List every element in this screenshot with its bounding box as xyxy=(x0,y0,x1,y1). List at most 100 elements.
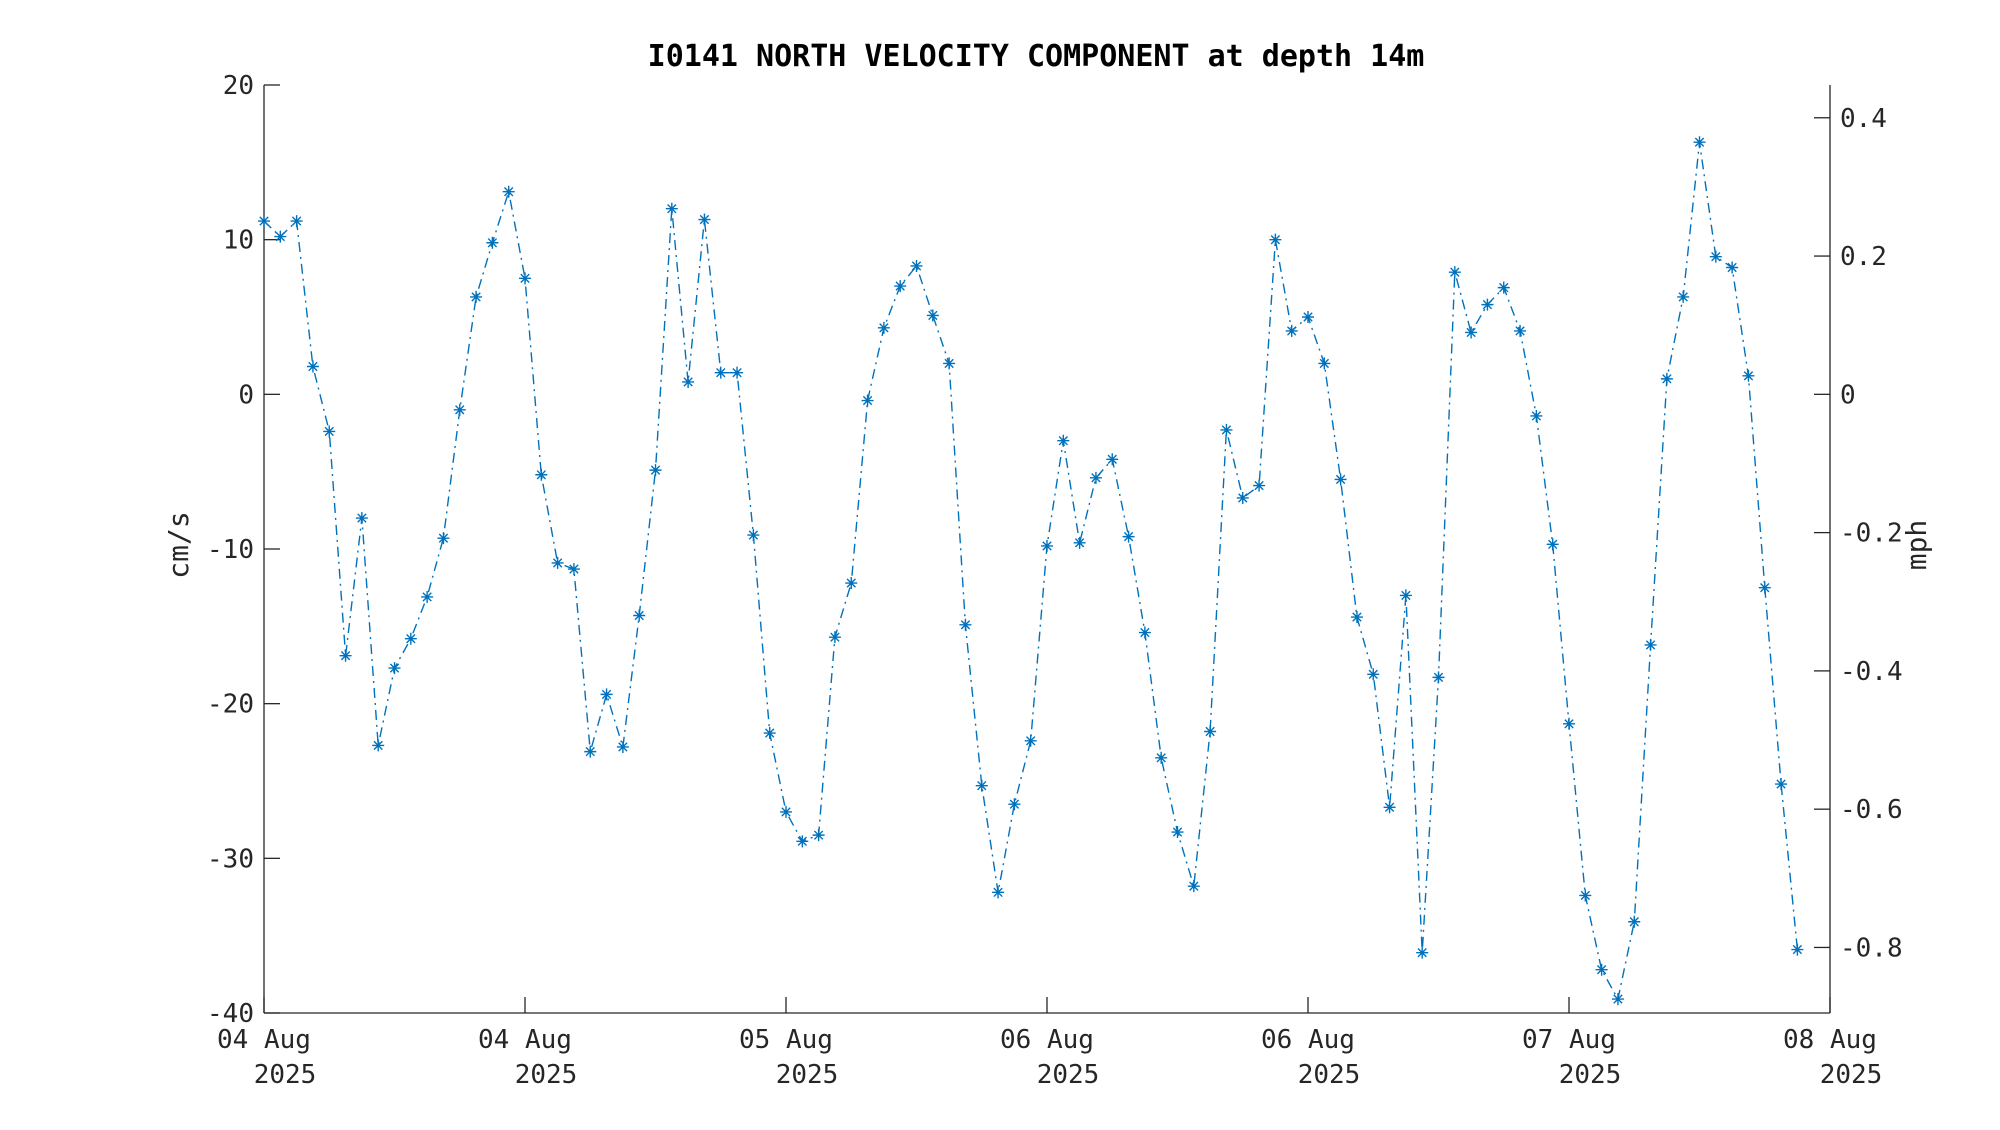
asterisk-marker xyxy=(1644,638,1657,651)
data-point xyxy=(306,360,319,373)
y-axis-label: cm/s xyxy=(162,511,195,578)
series-line xyxy=(263,142,1799,1002)
data-point xyxy=(355,512,368,525)
data-point xyxy=(1204,725,1217,738)
data-point xyxy=(975,779,988,792)
asterisk-marker xyxy=(1563,717,1575,730)
asterisk-marker xyxy=(943,357,956,370)
asterisk-marker xyxy=(796,835,809,848)
data-point xyxy=(894,280,907,293)
asterisk-marker xyxy=(1416,946,1429,959)
data-point xyxy=(616,740,629,753)
asterisk-marker xyxy=(1204,725,1217,738)
data-point xyxy=(1726,261,1739,274)
asterisk-marker xyxy=(1693,136,1706,149)
asterisk-marker xyxy=(1253,479,1266,492)
data-point xyxy=(633,609,646,622)
asterisk-marker xyxy=(1155,751,1168,764)
asterisk-marker xyxy=(1318,357,1331,370)
data-point xyxy=(1318,357,1331,370)
asterisk-marker xyxy=(1138,626,1151,639)
data-point xyxy=(1350,611,1363,624)
asterisk-marker xyxy=(1530,409,1543,422)
y-tick-label: 0 xyxy=(238,380,254,410)
data-point xyxy=(1399,589,1412,602)
data-point xyxy=(1465,326,1478,339)
data-point xyxy=(910,259,923,272)
asterisk-marker xyxy=(306,360,319,373)
asterisk-marker xyxy=(1171,826,1184,839)
asterisk-marker xyxy=(535,468,548,481)
asterisk-marker xyxy=(339,649,352,662)
x-tick-label: 04 Aug xyxy=(478,1025,572,1055)
asterisk-marker xyxy=(551,556,564,569)
asterisk-marker xyxy=(714,366,727,379)
data-point xyxy=(1775,778,1788,791)
data-point xyxy=(1432,671,1445,684)
data-point xyxy=(1677,290,1690,303)
data-point xyxy=(665,202,678,215)
data-point xyxy=(1008,798,1021,811)
asterisk-marker xyxy=(1334,473,1347,486)
data-point xyxy=(714,366,727,379)
data-point xyxy=(600,688,613,701)
data-point xyxy=(1709,250,1722,263)
data-point xyxy=(1383,801,1396,814)
y2-axis-label: mph xyxy=(1900,520,1933,571)
asterisk-marker xyxy=(1236,491,1249,504)
asterisk-marker xyxy=(1595,963,1608,976)
data-point xyxy=(1758,581,1771,594)
series-line-path xyxy=(263,142,1799,1002)
chart-title: I0141 NORTH VELOCITY COMPONENT at depth … xyxy=(648,39,1425,74)
asterisk-marker xyxy=(404,632,417,645)
y2-tick-label: 0.2 xyxy=(1840,242,1887,272)
asterisk-marker xyxy=(1024,734,1037,747)
data-point xyxy=(1579,889,1592,902)
data-point xyxy=(861,394,874,407)
data-point xyxy=(535,468,548,481)
axes: 20 10 0 -10 -20 -30 -40 0.4 0.2 0 -0.2 -0.4 -0.6 -0.8… xyxy=(207,71,1903,1090)
data-point xyxy=(649,464,662,477)
data-point xyxy=(388,662,401,675)
x-tick-year: 2025 xyxy=(776,1060,839,1090)
data-point xyxy=(1236,491,1249,504)
asterisk-marker xyxy=(1791,943,1804,956)
data-point xyxy=(1628,915,1641,928)
data-point xyxy=(1269,233,1282,246)
y2-tick-label: 0.4 xyxy=(1840,104,1887,134)
data-point xyxy=(567,563,580,576)
asterisk-marker xyxy=(1089,471,1102,484)
asterisk-marker xyxy=(649,464,662,477)
asterisk-marker xyxy=(486,236,499,249)
x-tick-year: 2025 xyxy=(1559,1060,1622,1090)
data-point xyxy=(1073,536,1086,549)
data-point xyxy=(682,375,695,388)
asterisk-marker xyxy=(1742,369,1755,382)
asterisk-marker xyxy=(421,590,434,603)
data-point xyxy=(1530,409,1543,422)
asterisk-marker xyxy=(584,745,597,758)
asterisk-marker xyxy=(747,529,760,542)
asterisk-marker xyxy=(1709,250,1722,263)
asterisk-marker xyxy=(845,577,858,590)
data-point xyxy=(1546,538,1559,551)
asterisk-marker xyxy=(682,375,695,388)
asterisk-marker xyxy=(1432,671,1445,684)
asterisk-marker xyxy=(355,512,368,525)
data-point xyxy=(780,805,792,818)
x-tick-label: 06 Aug xyxy=(1000,1025,1094,1055)
asterisk-marker xyxy=(698,213,711,226)
data-point xyxy=(1742,369,1755,382)
asterisk-marker xyxy=(437,532,450,545)
asterisk-marker xyxy=(1775,778,1788,791)
data-point xyxy=(747,529,760,542)
data-point xyxy=(372,739,385,752)
data-point xyxy=(1302,311,1314,323)
asterisk-marker xyxy=(323,425,336,438)
asterisk-marker xyxy=(290,215,303,228)
data-point xyxy=(1791,943,1804,956)
x-tick-year: 2025 xyxy=(515,1060,578,1090)
asterisk-marker xyxy=(1187,880,1200,893)
asterisk-marker xyxy=(633,609,646,622)
x-tick-year: 2025 xyxy=(1298,1060,1361,1090)
